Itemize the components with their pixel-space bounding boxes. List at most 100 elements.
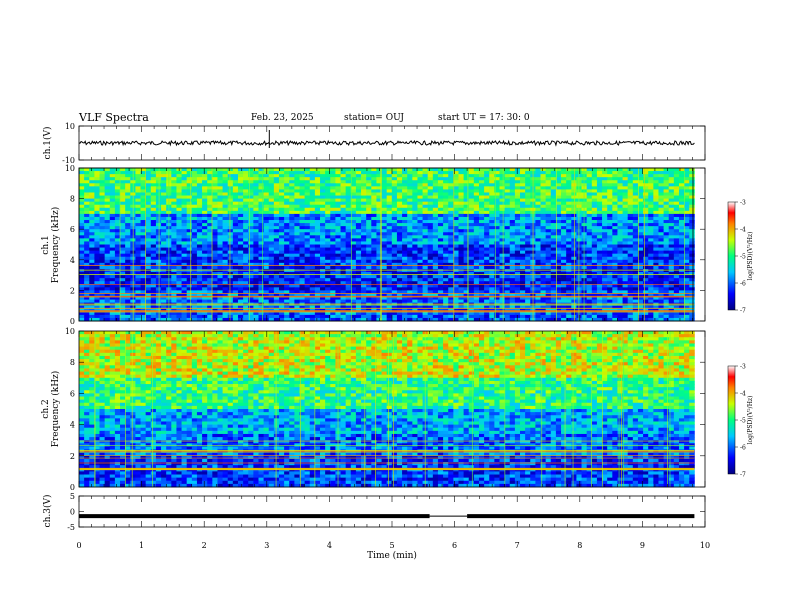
spectrogram-cell xyxy=(643,186,649,190)
spectrogram-cell xyxy=(525,171,531,175)
spectrogram-cell xyxy=(191,174,198,178)
spectrogram-cell xyxy=(181,265,188,270)
spectrogram-cell xyxy=(120,272,126,276)
spectrogram-cell xyxy=(186,250,193,255)
spectrogram-cell xyxy=(443,226,449,230)
spectrogram-cell xyxy=(586,229,593,233)
spectrogram-cell xyxy=(427,287,434,291)
spectrogram-cell xyxy=(561,281,567,285)
spectrogram-cell xyxy=(350,278,357,282)
spectrogram-cell xyxy=(525,284,531,288)
spectrogram-cell xyxy=(437,177,444,181)
spectrogram-cell xyxy=(622,189,629,193)
spectrogram-cell xyxy=(289,265,295,270)
spectrogram-cell xyxy=(248,174,254,178)
spectrogram-cell xyxy=(550,204,557,209)
spectrogram-cell xyxy=(453,244,459,248)
spectrogram-cell xyxy=(509,256,516,261)
spectrogram-cell xyxy=(417,250,423,255)
spectrogram-cell xyxy=(79,244,85,248)
spectrogram-cell xyxy=(161,213,167,218)
spectrogram-cell xyxy=(617,207,623,212)
spectrogram-cell xyxy=(412,171,418,175)
spectrogram-cell xyxy=(617,259,623,264)
spectrogram-cell xyxy=(258,177,265,181)
spectrogram-cell xyxy=(458,229,464,233)
spectrogram-cell xyxy=(407,250,413,255)
spectrogram-cell xyxy=(468,238,475,242)
spectrogram-cell xyxy=(437,168,444,172)
spectrogram-cell xyxy=(371,278,377,282)
spectrogram-cell xyxy=(94,201,100,206)
spectrogram-cell xyxy=(227,235,234,239)
spectrogram-cell xyxy=(663,201,670,206)
spectrogram-cell xyxy=(79,195,85,199)
spectrogram-cell xyxy=(371,171,377,175)
spectrogram-cell xyxy=(432,204,439,209)
spectrogram-cell xyxy=(448,244,454,248)
spectrogram-cell xyxy=(294,262,300,267)
spectrogram-cell xyxy=(432,195,439,199)
spectrogram-cell xyxy=(458,259,464,264)
spectrogram-cell xyxy=(663,210,670,215)
spectrogram-cell xyxy=(366,171,372,175)
spectrogram-cell xyxy=(94,183,100,187)
spectrogram-cell xyxy=(514,238,521,242)
spectrogram-cell xyxy=(668,174,675,178)
spectrogram-cell xyxy=(325,220,331,224)
spectrogram-cell xyxy=(222,281,229,285)
spectrogram-cell xyxy=(120,198,126,203)
spectrogram-cell xyxy=(176,186,182,190)
spectrogram-cell xyxy=(202,238,208,242)
start-time-label: start UT = 17: 30: 0 xyxy=(438,113,530,123)
spectrogram-cell xyxy=(494,207,500,212)
spectrogram-cell xyxy=(627,220,634,224)
spectrogram-cell xyxy=(355,207,362,212)
spectrogram-cell xyxy=(663,174,670,178)
spectrogram-cell xyxy=(458,262,464,267)
spectrogram-cell xyxy=(258,253,265,258)
spectrogram-cell xyxy=(602,177,608,181)
spectrogram-cell xyxy=(463,268,470,273)
spectrogram-cell xyxy=(150,235,157,239)
spectrogram-cell xyxy=(79,278,85,282)
spectrogram-cell xyxy=(622,241,629,245)
spectrogram-cell xyxy=(571,259,577,264)
spectrogram-cell xyxy=(427,278,434,282)
spectrogram-cell xyxy=(494,220,500,224)
spectrogram-cell xyxy=(427,272,434,276)
spectrogram-cell xyxy=(186,265,193,270)
spectrogram-cell xyxy=(376,272,382,276)
spectrogram-cell xyxy=(489,223,495,227)
spectrogram-cell xyxy=(340,253,347,258)
spectrogram-cell xyxy=(453,226,459,230)
spectrogram-cell xyxy=(237,268,244,273)
spectrogram-cell xyxy=(243,223,249,227)
spectrogram-cell xyxy=(171,244,177,248)
spectrogram-cell xyxy=(191,272,198,276)
spectrogram-cell xyxy=(509,272,516,276)
spectrogram-cell xyxy=(161,195,167,199)
spectrogram-cell xyxy=(484,238,490,242)
spectrogram-cell xyxy=(355,250,362,255)
spectrogram-cell xyxy=(335,168,341,172)
spectrogram-cell xyxy=(79,287,85,291)
spectrogram-cell xyxy=(345,265,352,270)
spectrogram-cell xyxy=(309,177,316,181)
spectrogram-cell xyxy=(381,195,388,199)
spectrogram-cell xyxy=(176,210,182,215)
spectrogram-cell xyxy=(304,235,311,239)
spectrogram-cell xyxy=(637,247,644,252)
spectrogram-cell xyxy=(627,223,634,227)
spectrogram-cell xyxy=(289,290,295,294)
spectrogram-cell xyxy=(540,216,547,221)
spectrogram-cell xyxy=(648,253,654,258)
spectrogram-cell xyxy=(191,216,198,221)
spectrogram-cell xyxy=(417,229,423,233)
spectrogram-cell xyxy=(678,253,685,258)
spectrogram-cell xyxy=(632,180,639,184)
spectrogram-cell xyxy=(468,180,475,184)
spectrogram-cell xyxy=(79,204,85,209)
spectrogram-cell xyxy=(458,265,464,270)
spectrogram-cell xyxy=(94,250,100,255)
